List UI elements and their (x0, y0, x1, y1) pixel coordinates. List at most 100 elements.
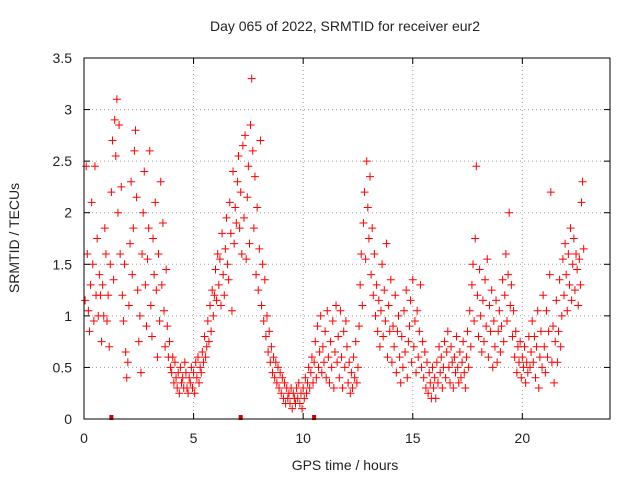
data-point (105, 342, 114, 351)
data-point (326, 337, 335, 346)
data-point (229, 167, 238, 176)
data-point (236, 188, 245, 197)
data-point (145, 146, 154, 155)
data-point (520, 342, 529, 351)
data-point (341, 317, 350, 326)
data-point (440, 337, 449, 346)
data-point (551, 337, 560, 346)
data-point (414, 353, 423, 362)
data-point (222, 213, 231, 222)
data-point (447, 342, 456, 351)
data-point (112, 95, 121, 104)
data-point (504, 270, 513, 279)
data-point (230, 239, 239, 248)
data-point (490, 342, 499, 351)
data-point (156, 177, 165, 186)
data-point (432, 358, 441, 367)
x-tick-label: 15 (405, 430, 421, 446)
data-point (502, 317, 511, 326)
data-point (218, 229, 227, 238)
data-point (533, 306, 542, 315)
data-point (152, 286, 161, 295)
data-point (132, 193, 141, 202)
data-point (461, 384, 470, 393)
data-point (540, 342, 549, 351)
data-point (409, 342, 418, 351)
data-point (484, 353, 493, 362)
data-point (538, 363, 547, 372)
data-point (255, 244, 264, 253)
data-point (478, 296, 487, 305)
data-point (336, 306, 345, 315)
data-point (153, 353, 162, 362)
data-point (442, 347, 451, 356)
data-point (420, 347, 429, 356)
data-point (140, 167, 149, 176)
data-point (369, 291, 378, 300)
data-point (168, 353, 177, 362)
data-point (219, 270, 228, 279)
data-point (207, 327, 216, 336)
data-point (96, 291, 105, 300)
data-point (318, 342, 327, 351)
data-point (422, 358, 431, 367)
data-point (98, 280, 107, 289)
data-point (424, 389, 433, 398)
data-point (501, 249, 510, 258)
data-point (512, 368, 521, 377)
data-point (453, 363, 462, 372)
zero-value-marker (238, 415, 243, 420)
data-point (391, 291, 400, 300)
data-point (110, 115, 119, 124)
y-axis-label: SRMTID / TECUs (6, 183, 22, 293)
data-point (248, 146, 257, 155)
data-point (532, 342, 541, 351)
data-point (438, 384, 447, 393)
data-point (104, 291, 113, 300)
data-point (352, 378, 361, 387)
data-point (471, 234, 480, 243)
data-point (321, 327, 330, 336)
data-point (88, 260, 97, 269)
data-point (552, 296, 561, 305)
data-point (298, 404, 307, 413)
data-point (260, 275, 269, 284)
data-point (97, 337, 106, 346)
data-point (421, 384, 430, 393)
data-point (213, 249, 222, 258)
data-point (302, 389, 311, 398)
data-point (193, 353, 202, 362)
data-point (376, 306, 385, 315)
data-point (209, 311, 218, 320)
data-point (338, 384, 347, 393)
data-point (174, 368, 183, 377)
data-point (339, 327, 348, 336)
data-point (460, 368, 469, 377)
data-point (275, 384, 284, 393)
data-point (518, 353, 527, 362)
data-point (216, 301, 225, 310)
data-point (227, 306, 236, 315)
data-point (370, 249, 379, 258)
data-point (554, 327, 563, 336)
data-point (181, 368, 190, 377)
data-point (197, 368, 206, 377)
data-point (226, 229, 235, 238)
data-point (542, 306, 551, 315)
data-point (187, 363, 196, 372)
data-point (399, 306, 408, 315)
data-point (494, 327, 503, 336)
x-tick-label: 10 (295, 430, 311, 446)
y-tick-label: 3 (64, 102, 72, 118)
data-point (393, 327, 402, 336)
data-point (300, 394, 309, 403)
data-point (521, 378, 530, 387)
data-point (374, 296, 383, 305)
data-point (271, 358, 280, 367)
data-point (306, 368, 315, 377)
data-point (441, 373, 450, 382)
data-point (329, 384, 338, 393)
data-point (353, 363, 362, 372)
data-point (99, 311, 108, 320)
data-point (239, 213, 248, 222)
